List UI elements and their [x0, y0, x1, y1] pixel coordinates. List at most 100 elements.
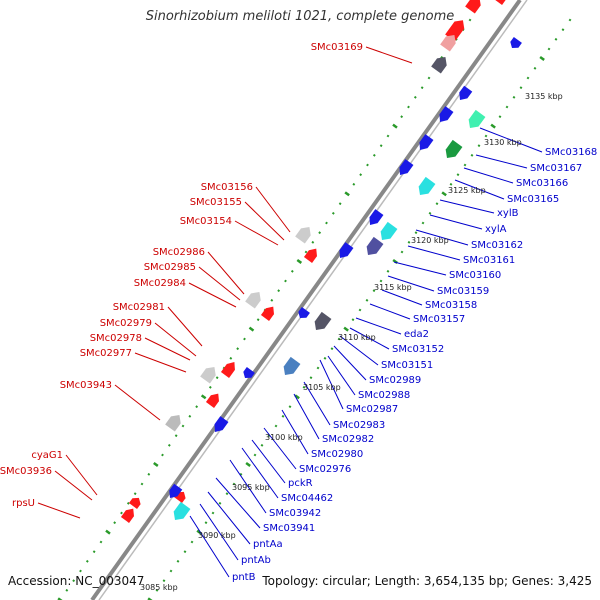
tick-dot — [386, 134, 390, 138]
forward-gene-arrow — [493, 0, 507, 5]
tick-dot — [232, 482, 236, 486]
reverse-gene-arrow — [419, 134, 434, 150]
tick-dot — [407, 105, 410, 109]
tick-dot — [208, 385, 212, 389]
tick-dot — [323, 356, 327, 360]
map-title: Sinorhizobium meliloti 1021, complete ge… — [145, 9, 455, 24]
tick-dot — [302, 385, 306, 389]
reverse-gene-arrow — [459, 85, 473, 100]
tick-dot — [526, 76, 530, 80]
reverse-gene-arrow — [214, 416, 229, 432]
gene-label: SMc02976 — [299, 464, 351, 475]
gene-label: SMc02985 — [144, 262, 196, 273]
tick-dot — [365, 298, 369, 302]
leader-line — [454, 179, 505, 200]
tick-dot — [400, 115, 404, 119]
forward-gene-arrow — [120, 508, 134, 523]
tick-dot — [284, 279, 287, 283]
tick-dot — [260, 443, 264, 447]
tick-dot — [484, 134, 488, 138]
gene-label: cyaG1 — [31, 450, 63, 461]
kbp-tick-label: 3115 kbp — [374, 283, 412, 292]
leader-line — [281, 409, 309, 455]
tick-dot — [190, 540, 194, 544]
gene-feature — [295, 227, 311, 244]
forward-gene-arrow — [128, 497, 141, 509]
tick-dot — [294, 394, 300, 400]
gene-label: SMc02986 — [153, 247, 205, 258]
tick-dot — [140, 482, 144, 486]
tick-dot — [477, 144, 481, 148]
tick-dot — [547, 47, 551, 51]
leader-line — [333, 345, 367, 381]
tick-dot — [407, 240, 411, 244]
leader-line — [167, 306, 203, 347]
leader-line — [339, 335, 379, 366]
tick-dot — [351, 318, 355, 322]
tick-dot — [195, 405, 199, 409]
leader-line — [255, 186, 291, 233]
gene-label: rpsU — [12, 498, 35, 509]
gene-label: SMc03158 — [425, 300, 477, 311]
kbp-tick-label: 3130 kbp — [484, 138, 522, 147]
leader-line — [393, 261, 447, 276]
leader-line — [144, 337, 191, 361]
gene-feature — [200, 367, 216, 384]
tick-dot — [512, 95, 516, 99]
kbp-tick-label: 3090 kbp — [198, 531, 236, 540]
gene-feature — [165, 415, 181, 432]
tick-dot — [330, 347, 334, 351]
kbp-tick-label: 3095 kbp — [232, 483, 270, 492]
gene-label: SMc02987 — [346, 404, 398, 415]
gene-feature — [283, 356, 301, 375]
gene-feature — [245, 292, 261, 309]
leader-line — [463, 167, 514, 184]
leader-line — [199, 503, 239, 561]
tick-dot — [428, 211, 432, 215]
leader-line — [134, 352, 187, 373]
tick-dot — [318, 231, 322, 235]
tick-dot — [174, 434, 178, 438]
gene-label: SMc03165 — [507, 194, 559, 205]
tick-dot — [331, 211, 335, 215]
gene-label: SMc03162 — [471, 240, 523, 251]
gene-label: eda2 — [404, 329, 429, 340]
reverse-gene-arrow — [369, 209, 384, 225]
tick-dot — [167, 443, 171, 447]
reverse-gene-arrow — [339, 242, 354, 258]
kbp-tick-label: 3100 kbp — [265, 433, 303, 442]
gene-label: SMc02989 — [369, 375, 421, 386]
backbone-line-inner — [98, 0, 528, 600]
tick-dot — [225, 492, 229, 496]
gene-label: SMc02980 — [311, 449, 363, 460]
forward-gene-arrow — [465, 0, 481, 14]
leader-line — [37, 502, 81, 519]
tick-dot — [245, 461, 251, 467]
reverse-gene-arrow — [510, 36, 522, 48]
tick-dot — [441, 191, 447, 197]
tick-dot — [421, 221, 425, 225]
gene-label: SMc03152 — [392, 344, 444, 355]
gene-features — [120, 0, 522, 523]
gene-label: SMc03160 — [449, 270, 501, 281]
tick-dot — [343, 326, 349, 332]
tick-dot — [505, 105, 509, 109]
leader-line — [381, 289, 423, 306]
tick-dot — [366, 163, 369, 167]
gene-label: SMc04462 — [281, 493, 333, 504]
kbp-tick-label: 3135 kbp — [525, 92, 563, 101]
tick-dot — [155, 588, 159, 592]
leader-line — [319, 359, 344, 410]
label-leader-lines — [37, 46, 543, 578]
gene-label: xylB — [497, 208, 519, 219]
gene-feature — [468, 109, 486, 128]
tick-dot — [183, 550, 187, 554]
gene-label: SMc03166 — [516, 178, 568, 189]
tick-dot — [236, 347, 240, 351]
tick-dot — [288, 405, 292, 409]
tick-dot — [449, 182, 453, 186]
leader-line — [234, 220, 279, 246]
tick-dot — [290, 269, 294, 273]
tick-dot — [113, 521, 117, 525]
